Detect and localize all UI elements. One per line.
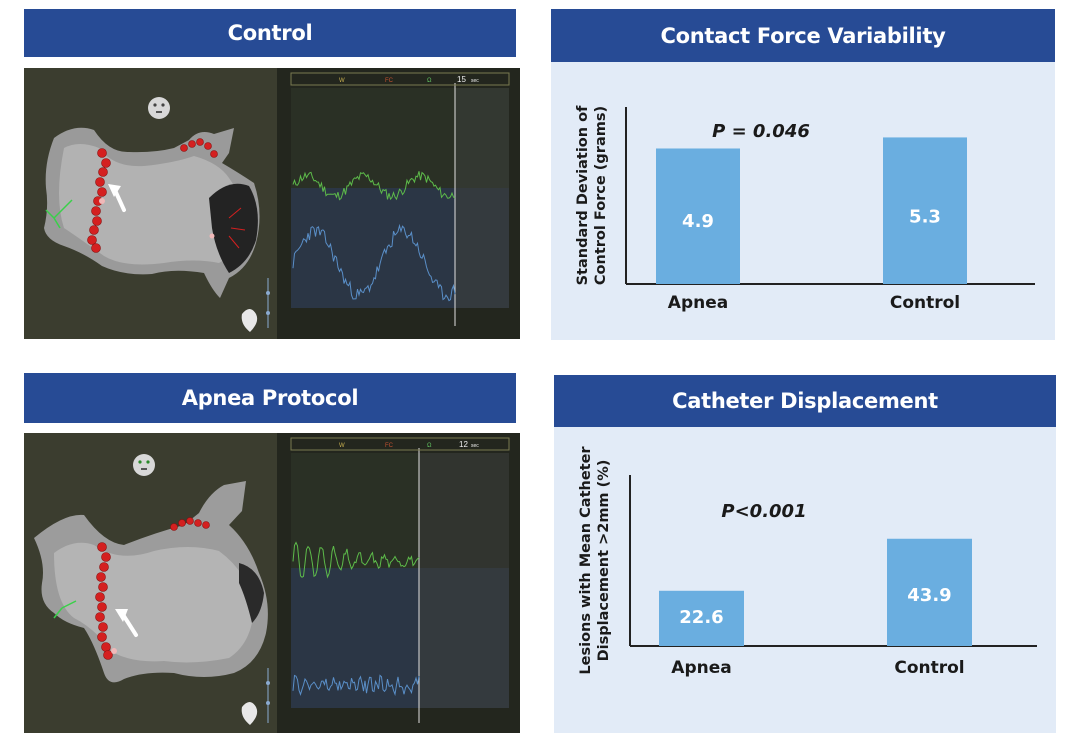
catheter-displacement-header: Catheter Displacement [554,375,1056,427]
bar-value-label-apnea: 4.9 [682,211,714,232]
contact-force-variability-header: Contact Force Variability [551,9,1055,62]
apnea-3d-map [24,433,277,733]
bar-apnea [659,590,744,646]
x-tick-label-control: Control [894,658,964,678]
trace-time-unit: sec [471,443,479,449]
y-axis-label-line-2: Control Force (grams) [593,106,609,285]
trace-legend-omega: Ω [427,78,432,84]
x-tick-label-apnea: Apnea [671,658,731,678]
bar-value-label-control: 5.3 [909,206,941,227]
heart-orientation-icon [241,309,258,332]
y-axis-label-line-2: Displacement >2mm (%) [596,460,612,662]
contact-force-chart: 4.9 Apnea 5.3 Control P = 0.046 Standard Devi… [575,105,1035,313]
apnea-force-trace: W FC Ω 12 sec [277,433,520,733]
trace-legend-fc: FC [385,443,394,449]
trace-legend-w: W [339,78,345,84]
trace-legend-fc: FC [385,78,394,84]
trace-legend-omega: Ω [427,443,432,449]
bar-control [887,538,972,646]
y-axis-label-line-1: Standard Deviation of [575,105,591,285]
bar-value-label-control: 43.9 [907,585,951,606]
x-tick-label-apnea: Apnea [668,293,728,313]
y-axis-label-line-1: Lesions with Mean Catheter [578,446,594,675]
p-value-annotation: P<0.001 [721,501,806,522]
control-3d-map [24,68,277,339]
orientation-face-icon [148,97,170,119]
apnea-protocol-header: Apnea Protocol [24,373,516,423]
heart-orientation-icon [241,702,258,725]
catheter-displacement-panel [554,427,1056,733]
bar-control [883,137,967,284]
bar-value-label-apnea: 22.6 [679,607,723,628]
contact-force-panel [551,62,1055,340]
trace-time-label: 12 [459,440,468,449]
x-tick-label-control: Control [890,293,960,313]
trace-legend-w: W [339,443,345,449]
control-header: Control [24,9,516,57]
control-force-trace: W FC Ω 15 sec [277,68,520,339]
trace-time-unit: sec [471,78,479,84]
bar-apnea [656,148,740,284]
catheter-displacement-chart: 22.6 Apnea 43.9 Control P<0.001 Lesions with … [578,446,1037,678]
trace-time-label: 15 [457,75,466,84]
orientation-face-icon [133,454,155,476]
p-value-annotation: P = 0.046 [712,121,810,142]
